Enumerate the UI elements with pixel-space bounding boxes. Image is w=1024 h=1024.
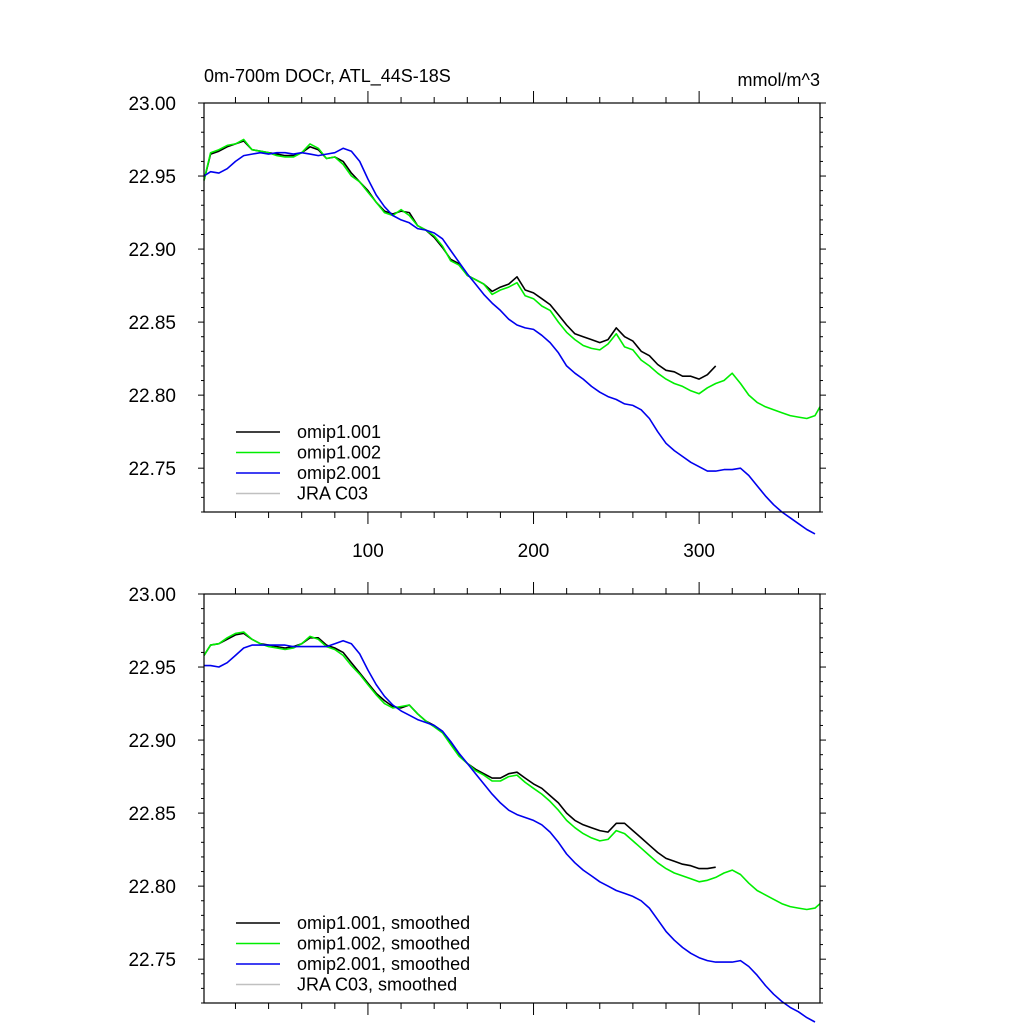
series-line-omip2-001 — [203, 147, 816, 535]
legend-label: omip2.001 — [297, 463, 381, 483]
legend-label: omip1.002 — [297, 443, 381, 463]
y-tick-label: 22.95 — [128, 658, 176, 679]
series-line-omip1-001 — [203, 140, 717, 380]
y-tick-label: 22.75 — [128, 459, 176, 480]
y-tick-label: 22.80 — [128, 877, 176, 898]
legend-label: omip2.001, smoothed — [297, 954, 470, 974]
x-tick-label: 300 — [683, 541, 715, 562]
y-tick-label: 22.85 — [128, 804, 176, 825]
y-tick-label: 23.00 — [128, 585, 176, 606]
chart-title: 0m-700m DOCr, ATL_44S-18S — [204, 66, 451, 87]
series-line-omip1-001-smoothed — [203, 632, 716, 870]
y-tick-label: 22.95 — [128, 167, 176, 188]
series-line-omip1-002 — [203, 138, 821, 420]
x-tick-label: 200 — [518, 541, 550, 562]
y-tick-label: 22.90 — [128, 731, 176, 752]
legend-label: omip1.001 — [297, 422, 381, 442]
top-panel: 22.75 22.80 22.85 22.90 22.95 23.00 100 200 300 o… — [128, 91, 826, 562]
legend-label: JRA C03, smoothed — [297, 975, 457, 995]
legend-label: omip1.001, smoothed — [297, 913, 470, 933]
plot-frame — [203, 102, 821, 513]
y-tick-label: 23.00 — [128, 94, 176, 115]
legend-label: JRA C03 — [297, 484, 368, 504]
chart-units: mmol/m^3 — [738, 70, 820, 90]
y-tick-label: 22.80 — [128, 386, 176, 407]
bottom-panel: 22.75 22.80 22.85 22.90 22.95 23.00 omip1.001,… — [128, 582, 826, 1023]
plot-frame — [203, 593, 821, 1004]
series-line-omip1-002-smoothed — [203, 631, 821, 911]
series-line-omip2-001-smoothed — [204, 639, 816, 1023]
x-tick-label: 100 — [352, 541, 384, 562]
legend-label: omip1.002, smoothed — [297, 934, 470, 954]
y-tick-label: 22.75 — [128, 950, 176, 971]
y-tick-label: 22.85 — [128, 313, 176, 334]
y-tick-label: 22.90 — [128, 240, 176, 261]
